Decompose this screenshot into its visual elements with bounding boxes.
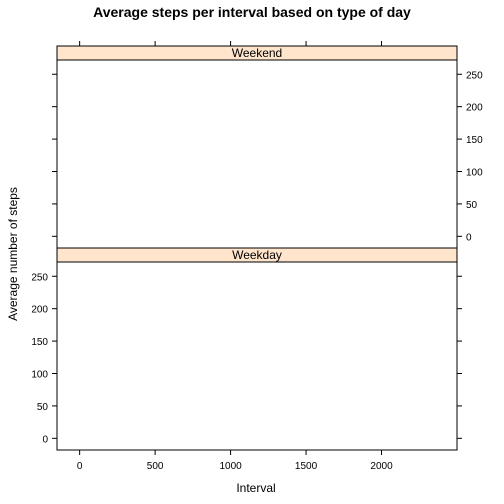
x-tick-label: 1000 — [219, 461, 242, 472]
plot-frame — [56, 261, 458, 451]
x-axis-label: Interval — [236, 481, 275, 495]
y-tick-label: 100 — [466, 168, 483, 179]
panel-weekend: Weekend 0 50 100 150 200 250 — [52, 41, 483, 249]
strip-label: Weekend — [232, 46, 282, 60]
y-tick-label: 0 — [42, 434, 48, 445]
y-tick-label: 50 — [466, 200, 478, 211]
y-tick-label: 50 — [37, 402, 49, 413]
x-tick-label: 1500 — [295, 461, 318, 472]
x-tick-label: 0 — [77, 461, 83, 472]
y-tick-label: 0 — [466, 232, 472, 243]
panel-weekday: Weekday 0 50 100 150 200 250 0 500 1000 1500 2000 — [31, 247, 462, 472]
y-axis-label: Average number of steps — [6, 187, 20, 321]
y-tick-label: 100 — [31, 370, 48, 381]
plot-frame — [56, 59, 458, 249]
y-tick-label: 250 — [31, 272, 48, 283]
y-tick-label: 250 — [466, 70, 483, 81]
x-tick-label: 2000 — [370, 461, 393, 472]
y-tick-label: 150 — [466, 135, 483, 146]
strip-label: Weekday — [232, 248, 282, 262]
x-tick-label: 500 — [147, 461, 164, 472]
chart-title: Average steps per interval based on type… — [93, 4, 411, 20]
y-tick-label: 200 — [466, 103, 483, 114]
y-tick-label: 200 — [31, 305, 48, 316]
panels-layer: Weekend 0 50 100 150 200 250 Weekday 0 50 100 150 20… — [31, 41, 483, 472]
y-tick-label: 150 — [31, 337, 48, 348]
